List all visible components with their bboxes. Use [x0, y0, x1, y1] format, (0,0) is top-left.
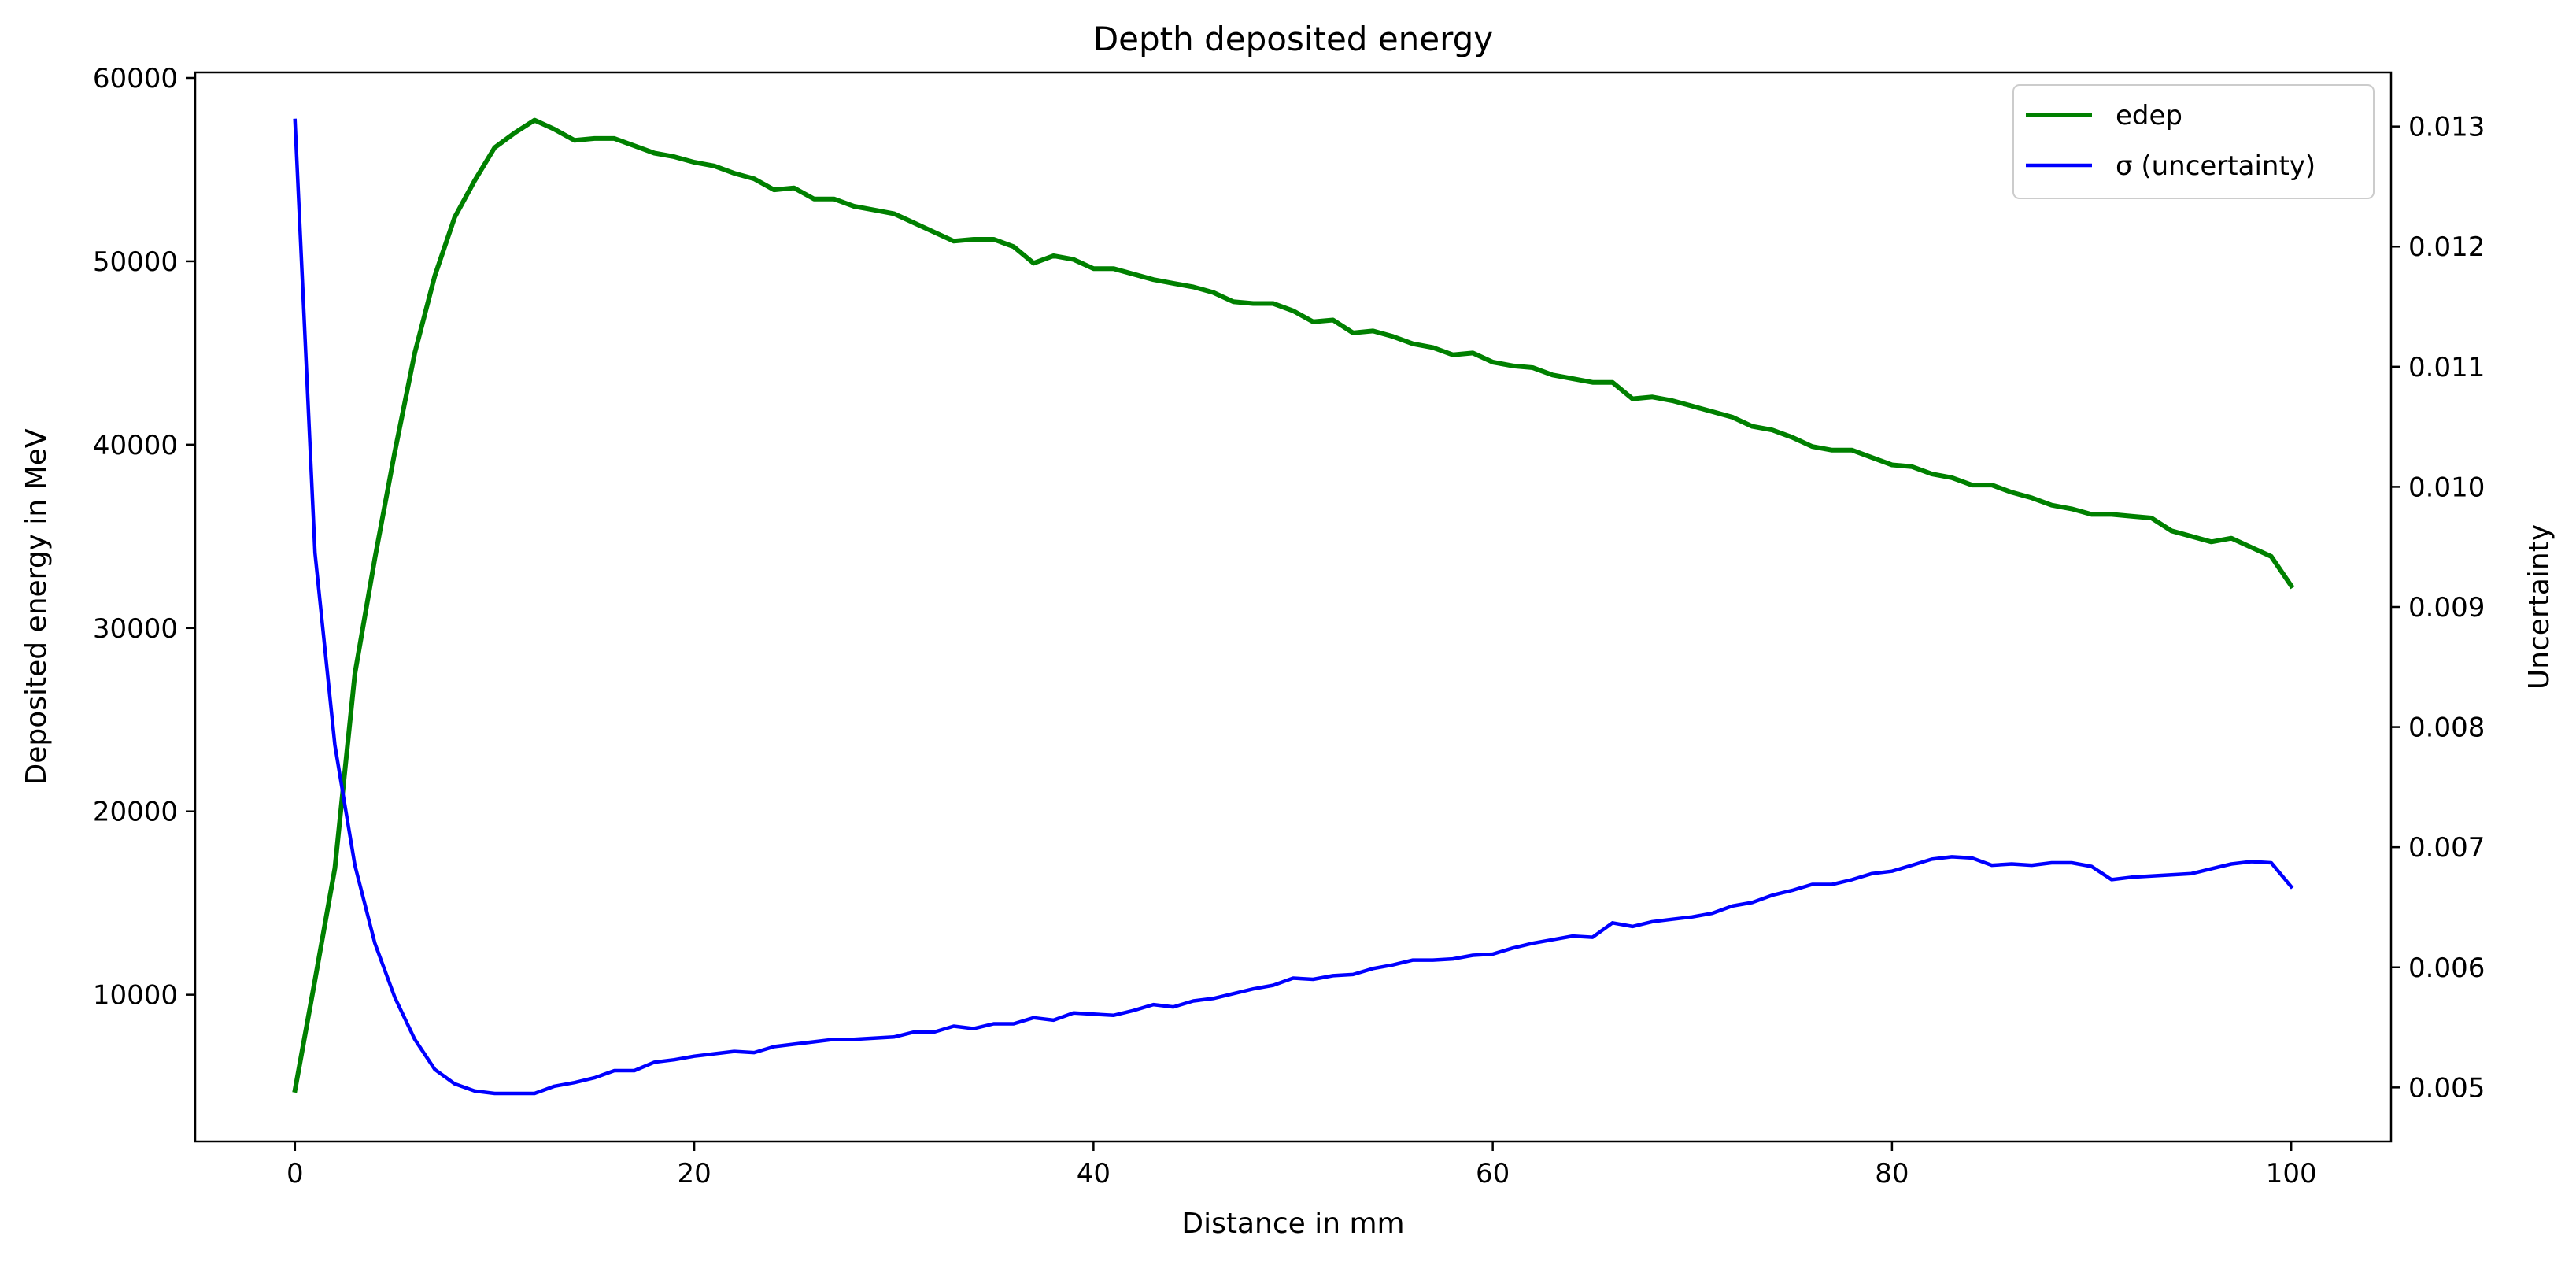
y2-tick-label: 0.005: [2408, 1072, 2485, 1104]
x-tick-label: 100: [2266, 1158, 2317, 1189]
x-tick-label: 60: [1476, 1158, 1510, 1189]
x-tick-label: 40: [1077, 1158, 1111, 1189]
y-tick-label: 50000: [93, 246, 178, 278]
y2-tick-label: 0.008: [2408, 712, 2485, 744]
x-axis-label: Distance in mm: [1181, 1208, 1404, 1240]
x-tick-label: 0: [286, 1158, 304, 1189]
y-tick-label: 20000: [93, 797, 178, 828]
y-tick-label: 60000: [93, 63, 178, 94]
y2-tick-label: 0.009: [2408, 592, 2485, 623]
legend-box: [2012, 84, 2375, 199]
y2-tick-label: 0.011: [2408, 352, 2485, 383]
y2-tick-label: 0.007: [2408, 832, 2485, 864]
y-tick-label: 40000: [93, 430, 178, 461]
series-line-edep: [292, 117, 2295, 1093]
y2-tick-label: 0.006: [2408, 953, 2485, 984]
legend-label: σ (uncertainty): [2116, 150, 2315, 182]
y2-tick-label: 0.013: [2408, 112, 2485, 143]
y2-tick-label: 0.012: [2408, 231, 2485, 263]
y-tick-label: 30000: [93, 613, 178, 645]
y-tick-label: 10000: [93, 980, 178, 1012]
plot-area: 0 20 40 60 80 100 10000 20000 30000 40000 50000 600…: [93, 63, 2485, 1189]
y2-axis-label: Uncertainty: [2523, 524, 2556, 690]
y2-tick-label: 0.010: [2408, 472, 2485, 503]
y-axis-label: Deposited energy in MeV: [20, 428, 53, 785]
chart-title: Depth deposited energy: [1093, 20, 1493, 58]
series-line-sigma: [293, 118, 2294, 1096]
legend: edep σ (uncertainty): [2012, 84, 2375, 199]
x-tick-label: 80: [1875, 1158, 1909, 1189]
legend-label: edep: [2116, 100, 2182, 131]
x-tick-label: 20: [677, 1158, 711, 1189]
